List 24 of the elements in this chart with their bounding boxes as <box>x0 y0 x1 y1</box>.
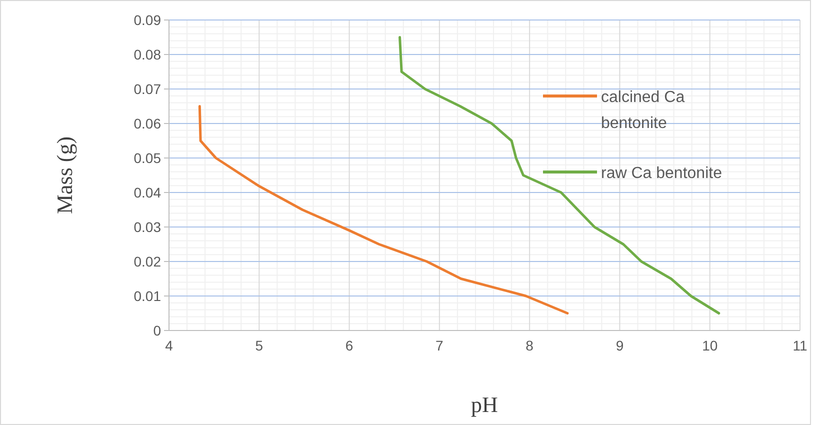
x-tick-label: 11 <box>792 338 808 354</box>
y-tick-label: 0.04 <box>134 184 162 200</box>
x-tick-label: 9 <box>616 338 624 354</box>
x-tick-label: 8 <box>526 338 534 354</box>
x-tick-label: 7 <box>436 338 444 354</box>
x-tick-label: 5 <box>255 338 264 354</box>
y-tick-label: 0.02 <box>134 254 162 270</box>
legend-label: raw Ca bentonite <box>601 165 722 182</box>
line-series <box>398 36 720 314</box>
y-axis-title: Mass (g) <box>52 136 77 214</box>
x-axis-title: pH <box>471 392 498 417</box>
x-tick-label: 10 <box>702 338 718 354</box>
y-tick-label: 0.09 <box>134 12 162 28</box>
x-tick-label: 4 <box>165 338 174 354</box>
y-tick-label: 0.05 <box>134 150 162 166</box>
y-tick-label: 0.08 <box>134 46 162 62</box>
x-tick-label: 6 <box>345 338 354 354</box>
y-tick-label: 0.07 <box>134 81 162 97</box>
y-tick-label: 0 <box>153 322 162 338</box>
y-tick-label: 0.06 <box>134 116 162 132</box>
y-tick-label: 0.01 <box>134 288 162 304</box>
line-series <box>198 105 569 314</box>
y-tick-label: 0.03 <box>134 219 162 235</box>
legend-label: calcined Ca bentonite <box>601 89 685 132</box>
